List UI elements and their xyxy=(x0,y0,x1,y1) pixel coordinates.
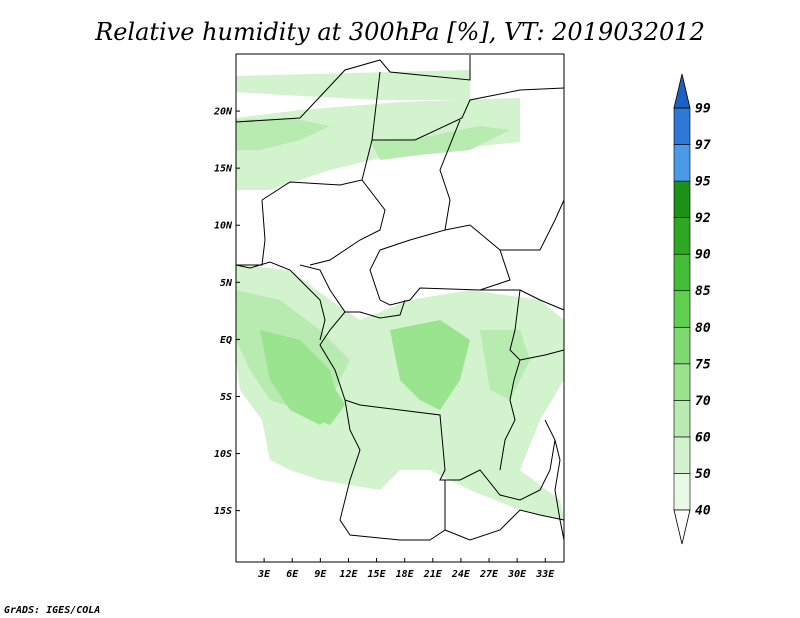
longitude-axis: 3E 6E 9E 12E 15E 18E 21E 24E 27E 30E 33E xyxy=(257,558,555,580)
colorbar-label: 60 xyxy=(695,430,711,445)
colorbar-segment xyxy=(673,473,691,511)
lat-tick-label: 15N xyxy=(214,164,233,175)
colorbar: 40 50 60 70 75 80 85 90 92 95 97 99 xyxy=(673,73,711,545)
lat-tick-label: 5N xyxy=(220,278,233,289)
lat-tick-label: 15S xyxy=(214,506,232,517)
humidity-shading xyxy=(236,70,564,520)
colorbar-segment xyxy=(673,290,691,328)
colorbar-label: 95 xyxy=(695,175,711,190)
lat-tick-label: 20N xyxy=(213,107,233,118)
lon-tick-label: 6E xyxy=(286,569,299,580)
lat-tick-label: 10N xyxy=(214,221,233,232)
colorbar-segment xyxy=(673,107,691,145)
colorbar-label: 90 xyxy=(695,248,711,263)
colorbar-label: 40 xyxy=(695,504,711,519)
latitude-axis: 20N 15N 10N 5N EQ 5S 10S 15S xyxy=(213,107,240,517)
lat-tick-label: EQ xyxy=(220,335,232,346)
colorbar-segment xyxy=(673,180,691,218)
colorbar-label: 99 xyxy=(695,102,711,117)
colorbar-under-triangle xyxy=(673,509,691,545)
map-frame xyxy=(235,53,565,563)
colorbar-segment xyxy=(673,326,691,365)
lon-tick-label: 27E xyxy=(479,569,499,580)
colorbar-label: 50 xyxy=(695,467,711,482)
colorbar-label: 85 xyxy=(695,284,711,299)
lon-tick-label: 21E xyxy=(423,569,443,580)
lat-tick-label: 5S xyxy=(220,392,232,403)
colorbar-label: 97 xyxy=(695,138,711,153)
lon-tick-label: 30E xyxy=(507,569,527,580)
colorbar-label: 92 xyxy=(695,211,711,226)
lon-tick-label: 12E xyxy=(339,569,358,580)
lon-tick-label: 3E xyxy=(257,569,271,580)
map-panel xyxy=(235,55,565,541)
colorbar-segment xyxy=(673,436,691,474)
colorbar-segment xyxy=(673,400,691,438)
colorbar-over-triangle xyxy=(673,73,691,109)
colorbar-segment xyxy=(673,144,691,182)
credit-label: GrADS: IGES/COLA xyxy=(4,605,100,616)
colorbar-label: 75 xyxy=(695,357,711,372)
colorbar-label: 80 xyxy=(695,321,711,336)
lon-tick-label: 18E xyxy=(396,569,415,580)
lon-tick-label: 15E xyxy=(368,569,387,580)
lon-tick-label: 9E xyxy=(314,569,327,580)
lon-tick-label: 33E xyxy=(535,569,555,580)
lon-tick-label: 24E xyxy=(451,569,471,580)
colorbar-segment xyxy=(673,363,691,401)
colorbar-segment xyxy=(673,217,691,255)
lat-tick-label: 10S xyxy=(214,449,232,460)
country-borders xyxy=(235,55,565,541)
colorbar-segment xyxy=(673,253,691,292)
figure-title: Relative humidity at 300hPa [%], VT: 201… xyxy=(94,18,705,46)
colorbar-label: 70 xyxy=(695,394,711,409)
